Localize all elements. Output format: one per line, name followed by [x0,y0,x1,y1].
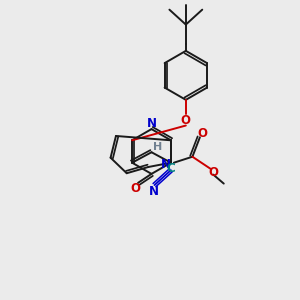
Text: H: H [154,142,163,152]
Text: N: N [149,184,159,198]
Text: O: O [181,114,191,127]
Text: O: O [208,166,218,179]
Text: C: C [166,162,175,175]
Text: O: O [131,182,141,195]
Text: N: N [160,158,170,171]
Text: O: O [198,127,208,140]
Text: N: N [147,117,157,130]
